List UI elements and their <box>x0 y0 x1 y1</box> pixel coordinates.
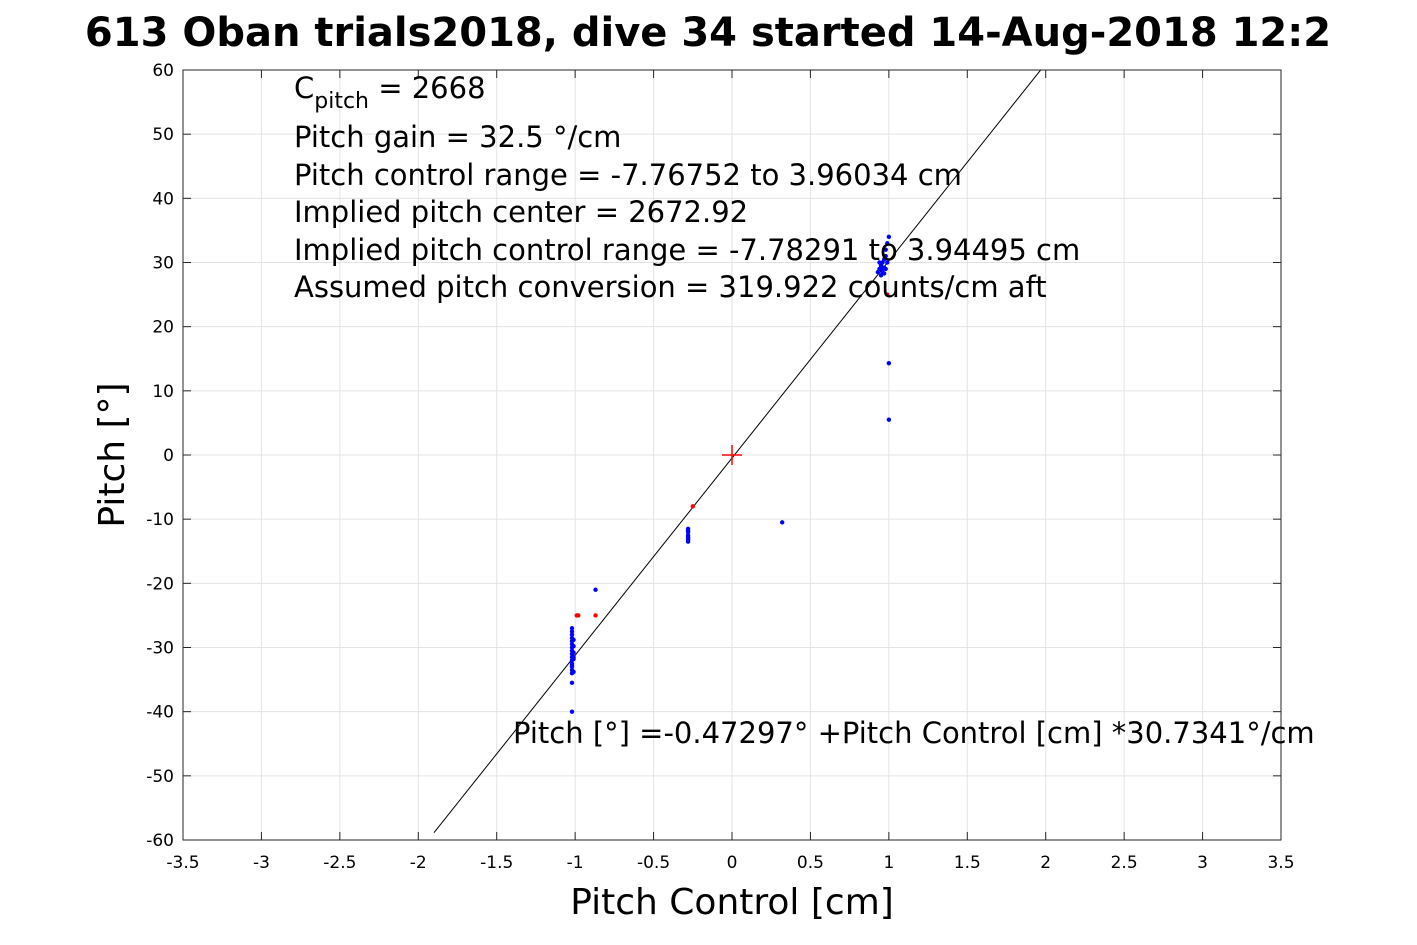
chart-title: 613 Oban trials2018, dive 34 started 14-… <box>85 10 1331 56</box>
data-point <box>593 587 598 592</box>
data-point <box>885 292 890 297</box>
data-point <box>886 361 892 366</box>
data-point <box>571 644 576 649</box>
data-point <box>576 613 581 618</box>
data-point <box>685 537 691 542</box>
data-point <box>571 650 576 655</box>
data-point <box>569 680 575 685</box>
x-tick-label: -3 <box>253 853 270 873</box>
data-point <box>883 266 888 272</box>
y-tick-label: -30 <box>146 639 174 659</box>
fit-equation: Pitch [°] =-0.47297° +Pitch Control [cm]… <box>513 716 1315 750</box>
data-point <box>886 234 892 240</box>
annotation-assumed-pitch-conversion: Assumed pitch conversion = 319.922 count… <box>294 270 1047 304</box>
x-tick-label: 1 <box>883 853 894 873</box>
y-tick-label: 50 <box>152 125 174 145</box>
x-axis-ticks: -3.5 -3 -2.5 -2 -1.5 -1 -0.5 0 0.5 1 1.5 2 2.5 3 3.5 <box>166 70 1295 873</box>
y-tick-label: 10 <box>152 382 174 402</box>
y-tick-label: -40 <box>146 703 174 723</box>
data-point <box>569 632 575 637</box>
x-tick-label: 2.5 <box>1111 853 1138 873</box>
data-point <box>779 520 785 525</box>
y-tick-label: -60 <box>146 831 174 851</box>
data-point <box>569 629 575 634</box>
x-axis-label: Pitch Control [cm] <box>570 882 894 923</box>
y-tick-label: 20 <box>152 318 174 338</box>
y-tick-label: 30 <box>152 254 174 274</box>
x-tick-label: -1.5 <box>480 853 513 873</box>
data-point <box>881 271 887 276</box>
data-point <box>883 253 888 259</box>
annotation-implied-pitch-control-range: Implied pitch control range = -7.78291 t… <box>294 233 1080 267</box>
cpitch-value: = 2668 <box>369 71 486 105</box>
y-axis-label: Pitch [°] <box>92 382 133 527</box>
annotation-cpitch: Cpitch = 2668 <box>294 71 486 114</box>
x-tick-label: 3 <box>1197 853 1208 873</box>
fit-line <box>433 69 1042 834</box>
y-tick-label: -50 <box>146 767 174 787</box>
y-tick-label: -10 <box>146 510 174 530</box>
data-point <box>885 260 890 265</box>
data-point <box>690 504 695 509</box>
annotation-pitch-gain: Pitch gain = 32.5 °/cm <box>294 120 621 154</box>
x-tick-label: -0.5 <box>637 853 670 873</box>
annotation-implied-pitch-center: Implied pitch center = 2672.92 <box>294 195 748 229</box>
x-tick-label: 3.5 <box>1267 853 1294 873</box>
data-point <box>886 417 892 422</box>
x-tick-label: -2.5 <box>323 853 356 873</box>
x-tick-label: -2 <box>410 853 427 873</box>
y-tick-label: -20 <box>146 574 174 594</box>
x-tick-label: 0 <box>727 853 738 873</box>
data-point <box>685 528 691 533</box>
data-point <box>593 613 598 618</box>
data-point <box>571 654 576 660</box>
x-tick-label: 0.5 <box>797 853 824 873</box>
x-tick-label: -1 <box>567 853 584 873</box>
data-point <box>885 241 890 246</box>
y-tick-label: 0 <box>163 446 174 466</box>
data-point <box>569 709 575 714</box>
data-point <box>571 669 576 675</box>
x-tick-label: 2 <box>1040 853 1051 873</box>
fit-line-segment <box>433 69 1042 834</box>
data-point <box>883 247 888 252</box>
center-marker <box>722 445 742 465</box>
data-points <box>569 234 892 714</box>
data-point <box>569 663 575 668</box>
y-tick-label: 40 <box>152 189 174 209</box>
y-tick-label: 60 <box>152 61 174 81</box>
x-tick-label: 1.5 <box>954 853 981 873</box>
cpitch-subscript: pitch <box>314 89 369 114</box>
y-axis-ticks: -60 -50 -40 -30 -20 -10 0 10 20 30 40 50 60 <box>146 61 1281 851</box>
cpitch-base: C <box>294 71 314 105</box>
data-point <box>571 637 576 642</box>
x-tick-label: -3.5 <box>166 853 199 873</box>
annotation-pitch-control-range: Pitch control range = -7.76752 to 3.9603… <box>294 158 962 192</box>
annotation-block: Cpitch = 2668 Pitch gain = 32.5 °/cm Pit… <box>294 71 1080 304</box>
data-point <box>569 626 575 631</box>
